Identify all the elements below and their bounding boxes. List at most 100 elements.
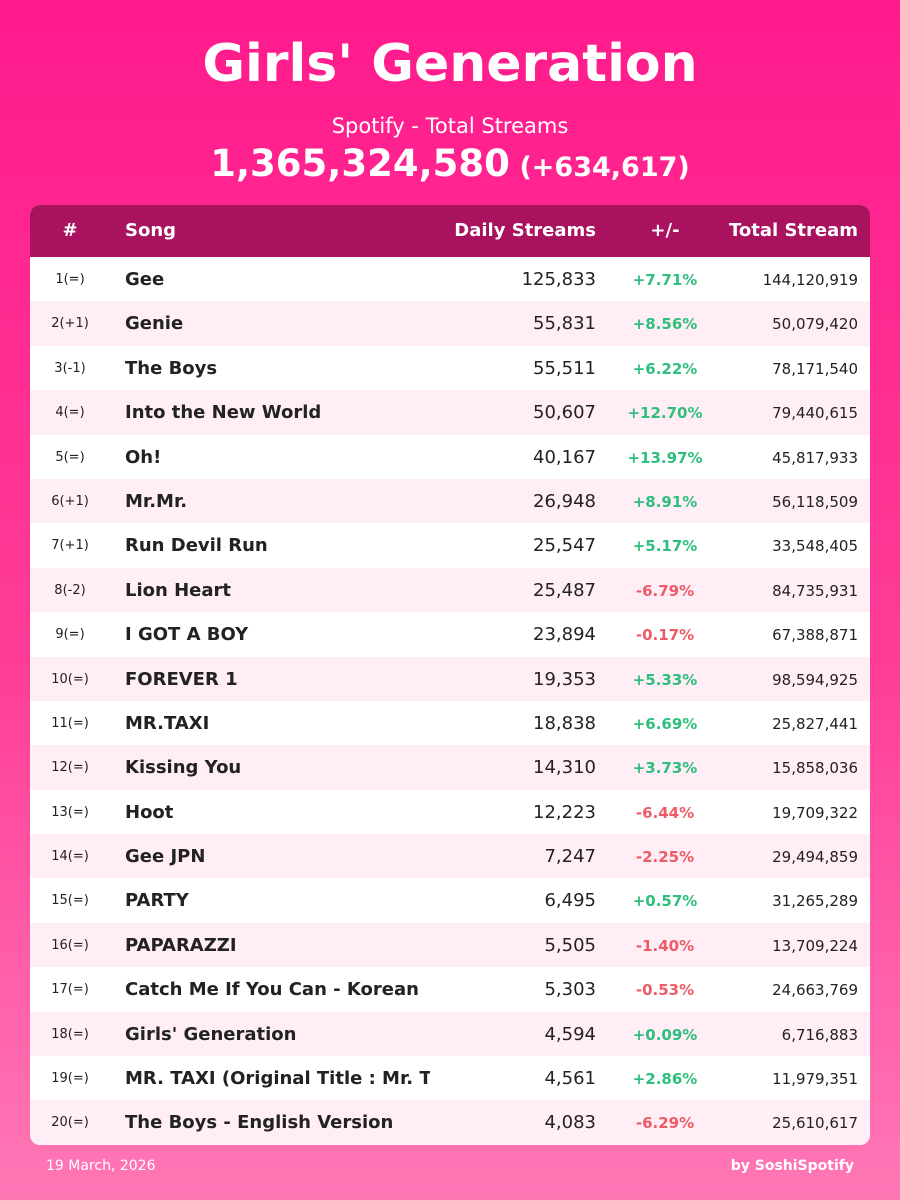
- rank-cell: 20(=): [51, 1115, 89, 1131]
- daily-streams-cell: 14,310: [533, 757, 596, 779]
- daily-streams-cell: 12,223: [533, 801, 596, 823]
- change-cell: -0.17%: [635, 626, 695, 645]
- table-row: 20(=) The Boys - English Version 4,083 -6.2…: [30, 1100, 870, 1145]
- table-row: 7(+1) Run Devil Run 25,547 +5.17% 33,548,405: [30, 523, 870, 568]
- song-cell: Hoot: [125, 801, 174, 823]
- total-stream-cell: 84,735,931: [772, 581, 858, 600]
- change-cell: +0.57%: [632, 892, 698, 911]
- table-row: 11(=) MR.TAXI 18,838 +6.69% 25,827,441: [30, 700, 870, 746]
- page-subtitle: Spotify - Total Streams: [331, 114, 569, 138]
- daily-streams-cell: 55,831: [533, 313, 596, 335]
- total-stream-cell: 25,827,441: [772, 714, 858, 733]
- table-row: 13(=) Hoot 12,223 -6.44% 19,709,322: [30, 789, 870, 835]
- rank-cell: 12(=): [51, 760, 89, 776]
- total-stream-cell: 67,388,871: [772, 626, 858, 645]
- change-cell: +8.91%: [632, 492, 698, 511]
- song-cell: Genie: [125, 313, 184, 335]
- daily-streams-cell: 6,495: [544, 890, 596, 912]
- table-row: 9(=) I GOT A BOY 23,894 -0.17% 67,388,871: [30, 612, 870, 657]
- rank-cell: 17(=): [51, 982, 89, 998]
- daily-streams-cell: 7,247: [544, 846, 596, 868]
- change-cell: -1.40%: [635, 936, 695, 955]
- change-cell: -6.44%: [635, 803, 695, 822]
- total-stream-cell: 45,817,933: [772, 448, 858, 467]
- table-row: 19(=) MR. TAXI (Original Title : Mr. Taxi…: [30, 1056, 870, 1101]
- total-stream-cell: 11,979,351: [772, 1070, 858, 1089]
- daily-streams-cell: 5,303: [544, 979, 596, 1001]
- daily-streams-cell: 19,353: [533, 668, 596, 690]
- table-row: 1(=) Gee 125,833 +7.71% 144,120,919: [30, 257, 870, 302]
- rank-cell: 1(=): [55, 272, 85, 287]
- total-streams: 1,365,324,580 (+634,617): [0, 140, 900, 195]
- table-row: 12(=) Kissing You 14,310 +3.73% 15,858,036: [30, 745, 870, 790]
- song-cell: MR.TAXI: [125, 712, 210, 734]
- change-cell: +6.22%: [632, 359, 698, 378]
- change-cell: +2.86%: [632, 1070, 698, 1089]
- change-cell: -6.29%: [635, 1114, 695, 1133]
- table-body: 1(=) Gee 125,833 +7.71% 144,120,919 2(+1) Geni…: [30, 257, 870, 1145]
- daily-streams-cell: 50,607: [533, 402, 596, 424]
- rank-cell: 14(=): [51, 849, 89, 865]
- total-stream-cell: 15,858,036: [772, 759, 858, 778]
- song-cell: PARTY: [125, 890, 189, 912]
- song-cell: FOREVER 1: [125, 668, 238, 690]
- song-cell: Gee: [125, 269, 165, 290]
- daily-streams-cell: 4,594: [544, 1023, 596, 1045]
- song-cell: Kissing You: [125, 757, 242, 779]
- rank-cell: 7(+1): [51, 538, 89, 554]
- daily-streams-cell: 18,838: [533, 712, 596, 734]
- change-cell: +13.97%: [627, 448, 703, 467]
- total-stream-cell: 79,440,615: [772, 404, 858, 423]
- rank-cell: 4(=): [55, 405, 85, 421]
- song-cell: Gee JPN: [125, 846, 206, 868]
- song-cell: Into the New World: [125, 402, 322, 424]
- song-cell: I GOT A BOY: [125, 624, 249, 646]
- song-cell: The Boys - English Version: [125, 1112, 394, 1134]
- page-title: Girls' Generation: [202, 34, 698, 94]
- table-row: 8(-2) Lion Heart 25,487 -6.79% 84,735,931: [30, 567, 870, 613]
- daily-streams-cell: 25,487: [533, 579, 596, 601]
- rank-cell: 18(=): [51, 1026, 89, 1042]
- total-stream-cell: 144,120,919: [762, 271, 858, 289]
- change-cell: -2.25%: [635, 848, 695, 867]
- rank-cell: 8(-2): [54, 582, 86, 598]
- total-stream-cell: 50,079,420: [772, 315, 858, 334]
- rank-cell: 15(=): [51, 893, 89, 909]
- change-cell: +3.73%: [632, 759, 698, 778]
- footer-date: 19 March, 2026: [46, 1158, 156, 1174]
- table-row: 17(=) Catch Me If You Can - Korean 5,303 -0…: [30, 967, 870, 1012]
- rank-cell: 13(=): [51, 804, 89, 820]
- song-cell: Lion Heart: [125, 579, 231, 601]
- change-cell: +6.69%: [632, 714, 698, 733]
- daily-streams-cell: 26,948: [533, 490, 596, 512]
- total-stream-cell: 13,709,224: [772, 936, 858, 955]
- streams-table: # Song Daily Streams +/- Total Stream 1(…: [30, 205, 870, 1145]
- total-stream-cell: 78,171,540: [772, 359, 858, 378]
- daily-streams-cell: 4,083: [544, 1112, 596, 1134]
- song-cell: PAPARAZZI: [125, 934, 237, 956]
- total-stream-cell: 29,494,859: [772, 848, 858, 867]
- rank-cell: 5(=): [55, 449, 85, 465]
- total-stream-cell: 31,265,289: [772, 892, 858, 911]
- change-cell: +5.17%: [632, 537, 698, 556]
- table-header-row: # Song Daily Streams +/- Total Stream: [30, 205, 870, 257]
- change-cell: -0.53%: [635, 981, 695, 1000]
- rank-cell: 6(+1): [51, 493, 89, 509]
- table-row: 2(+1) Genie 55,831 +8.56% 50,079,420: [30, 301, 870, 346]
- table-row: 10(=) FOREVER 1 19,353 +5.33% 98,594,925: [30, 656, 870, 701]
- column-header-change: +/-: [650, 220, 680, 241]
- rank-cell: 2(+1): [51, 316, 89, 332]
- rank-cell: 11(=): [51, 715, 89, 731]
- total-streams-change: (+634,617): [519, 152, 690, 183]
- song-cell: MR. TAXI (Original Title : Mr. Taxi: [125, 1068, 430, 1090]
- daily-streams-cell: 55,511: [533, 357, 596, 379]
- total-stream-cell: 24,663,769: [772, 981, 858, 1000]
- daily-streams-cell: 4,561: [544, 1068, 596, 1090]
- change-cell: -6.79%: [635, 581, 695, 600]
- song-cell: Oh!: [125, 446, 162, 468]
- total-streams-value: 1,365,324,580: [210, 142, 510, 185]
- total-stream-cell: 19,709,322: [772, 803, 858, 822]
- change-cell: +8.56%: [632, 315, 698, 334]
- song-cell: The Boys: [125, 357, 218, 379]
- daily-streams-cell: 23,894: [533, 624, 596, 646]
